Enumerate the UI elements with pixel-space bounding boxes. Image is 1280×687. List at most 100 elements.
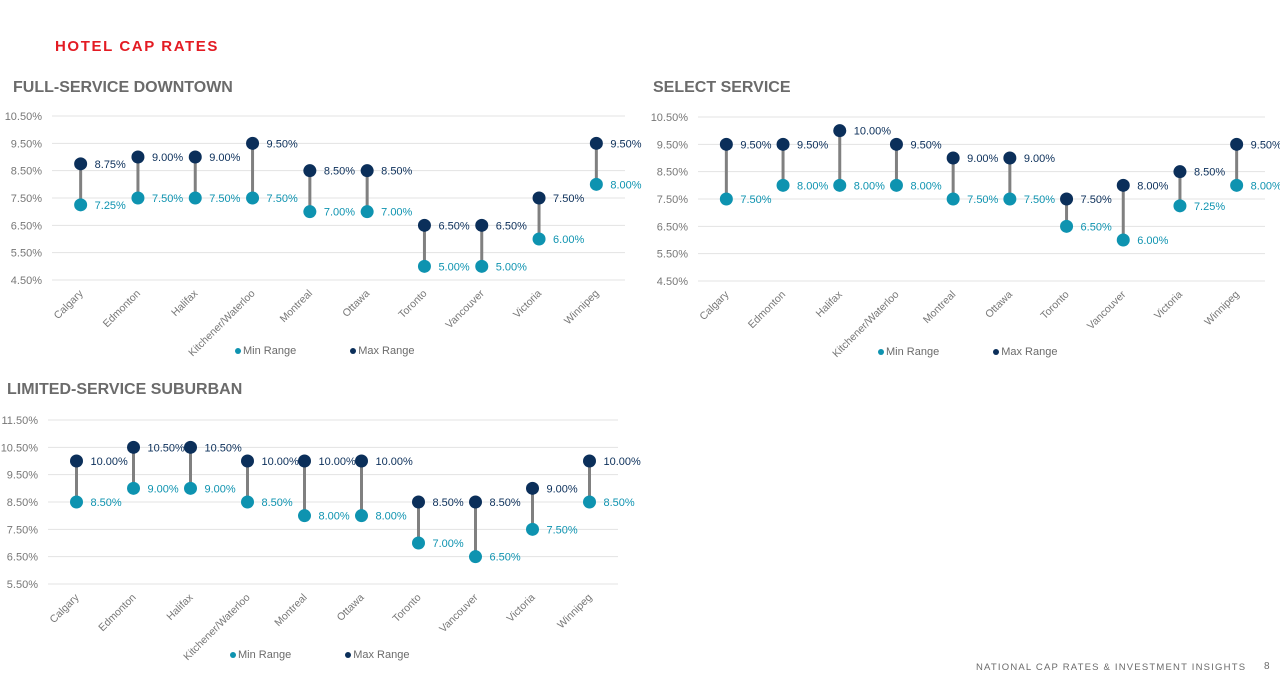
x-tick-label: Winnipeg xyxy=(1202,289,1242,329)
max-range-point xyxy=(583,454,596,468)
x-tick-label: Ottawa xyxy=(983,289,1015,321)
max-data-label: 8.50% xyxy=(490,497,521,509)
x-tick-label: Ottawa xyxy=(340,288,372,320)
min-data-label: 7.00% xyxy=(433,538,464,550)
max-range-point xyxy=(1003,151,1017,165)
y-tick-label: 9.50% xyxy=(11,138,42,150)
max-range-point xyxy=(131,150,145,164)
chart-title-limited-service-suburban: LIMITED-SERVICE SUBURBAN xyxy=(7,381,243,398)
max-range-point xyxy=(417,218,431,232)
max-range-point xyxy=(469,495,482,509)
x-tick-label: Halifax xyxy=(169,287,201,319)
max-data-label: 9.00% xyxy=(547,483,578,495)
max-data-label: 7.50% xyxy=(1081,194,1112,206)
max-range-point xyxy=(355,454,368,468)
chart-title-full-service-downtown: FULL-SERVICE DOWNTOWN xyxy=(13,79,233,96)
max-range-point xyxy=(526,481,539,495)
min-data-label: 6.50% xyxy=(490,552,521,564)
max-range-point xyxy=(303,164,317,178)
legend-max-marker xyxy=(345,652,352,658)
min-range-point xyxy=(526,522,539,536)
legend-limited-service-suburban: Min Range Max Range xyxy=(230,649,409,661)
y-tick-label: 6.50% xyxy=(657,221,688,233)
max-data-label: 8.50% xyxy=(1194,167,1225,179)
max-range-point xyxy=(184,440,197,454)
y-tick-label: 5.50% xyxy=(7,579,38,591)
x-tick-label: Calgary xyxy=(48,591,83,626)
max-data-label: 10.50% xyxy=(148,442,186,454)
legend-full-service-downtown: Min Range Max Range xyxy=(235,345,414,357)
min-range-point xyxy=(1060,219,1074,233)
min-data-label: 9.00% xyxy=(205,483,236,495)
x-tick-label: Edmonton xyxy=(746,289,788,331)
x-tick-label: Montreal xyxy=(272,592,309,629)
max-data-label: 9.00% xyxy=(967,153,998,165)
x-tick-label: Victoria xyxy=(505,592,538,625)
min-data-label: 8.50% xyxy=(91,497,122,509)
legend-label-min-range: Min Range xyxy=(238,649,292,661)
x-tick-label: Toronto xyxy=(390,592,423,625)
max-data-label: 7.50% xyxy=(553,193,584,205)
x-tick-label: Toronto xyxy=(396,288,429,321)
legend-label-max-range: Max Range xyxy=(358,345,415,357)
min-data-label: 7.50% xyxy=(1024,194,1055,206)
min-range-point xyxy=(360,205,374,219)
x-tick-label: Calgary xyxy=(52,287,87,322)
max-range-point xyxy=(589,136,603,150)
legend-min-marker xyxy=(235,348,241,354)
min-range-point xyxy=(188,191,202,205)
y-tick-label: 5.50% xyxy=(657,249,688,261)
min-data-label: 5.00% xyxy=(496,261,527,273)
x-tick-label: Vancouver xyxy=(1085,288,1129,332)
max-data-label: 10.50% xyxy=(205,442,243,454)
max-range-point xyxy=(74,157,88,171)
max-range-point xyxy=(889,137,903,151)
max-range-point xyxy=(719,137,733,151)
x-tick-label: Halifax xyxy=(814,288,846,320)
y-tick-label: 9.50% xyxy=(657,139,688,151)
max-range-point xyxy=(241,454,254,468)
max-range-point xyxy=(475,218,489,232)
max-data-label: 8.50% xyxy=(433,497,464,509)
min-range-point xyxy=(70,495,83,509)
min-range-point xyxy=(74,198,88,212)
max-data-label: 8.75% xyxy=(95,159,126,171)
max-range-point xyxy=(360,164,374,178)
y-tick-label: 7.50% xyxy=(11,193,42,205)
min-range-point xyxy=(776,178,790,192)
max-range-point xyxy=(776,137,790,151)
max-data-label: 10.00% xyxy=(376,456,414,468)
min-data-label: 8.00% xyxy=(910,180,941,192)
min-data-label: 7.50% xyxy=(740,194,771,206)
legend-label-max-range: Max Range xyxy=(1001,346,1058,358)
max-range-point xyxy=(298,454,311,468)
y-tick-label: 4.50% xyxy=(11,275,42,287)
min-range-point xyxy=(946,192,960,206)
min-range-point xyxy=(1173,199,1187,213)
min-data-label: 8.00% xyxy=(797,180,828,192)
y-tick-label: 6.50% xyxy=(7,552,38,564)
y-tick-label: 8.50% xyxy=(11,166,42,178)
max-data-label: 8.00% xyxy=(1137,180,1168,192)
max-range-point xyxy=(1230,137,1244,151)
min-data-label: 7.25% xyxy=(95,200,126,212)
legend-min-marker xyxy=(878,349,884,355)
max-data-label: 9.00% xyxy=(1024,153,1055,165)
max-data-label: 9.50% xyxy=(797,139,828,151)
min-data-label: 9.00% xyxy=(148,483,179,495)
min-data-label: 8.00% xyxy=(610,179,641,191)
max-range-point xyxy=(1116,178,1130,192)
x-tick-label: Montreal xyxy=(921,289,958,326)
x-tick-label: Vancouver xyxy=(437,591,481,635)
min-data-label: 8.00% xyxy=(854,180,885,192)
min-data-label: 8.50% xyxy=(604,497,635,509)
x-tick-label: Halifax xyxy=(164,591,196,623)
min-range-point xyxy=(589,177,603,191)
y-tick-label: 6.50% xyxy=(11,220,42,232)
min-range-point xyxy=(475,259,489,273)
max-range-point xyxy=(412,495,425,509)
min-range-point xyxy=(127,481,140,495)
x-tick-label: Edmonton xyxy=(96,592,138,634)
y-tick-label: 10.50% xyxy=(5,111,43,123)
legend-label-max-range: Max Range xyxy=(353,649,410,661)
